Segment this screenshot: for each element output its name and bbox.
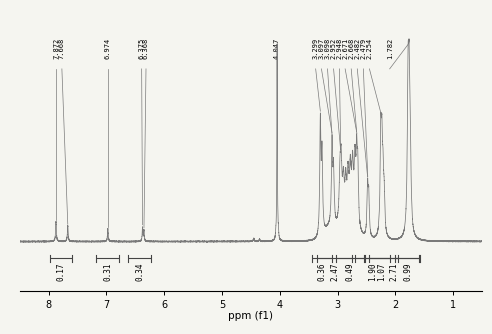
Text: 7.872: 7.872 [53, 38, 59, 59]
Text: 0.17: 0.17 [56, 263, 65, 281]
Text: 6.375: 6.375 [139, 38, 145, 59]
Text: 0.36: 0.36 [317, 263, 326, 281]
Text: 2.71: 2.71 [390, 263, 399, 281]
Text: 2.254: 2.254 [367, 38, 372, 59]
Text: 6.974: 6.974 [105, 38, 111, 59]
Text: 4.047: 4.047 [274, 38, 280, 59]
Text: 2.479: 2.479 [360, 38, 367, 59]
Text: 0.99: 0.99 [403, 263, 412, 281]
X-axis label: ppm (f1): ppm (f1) [228, 311, 274, 321]
Text: 2.47: 2.47 [330, 263, 339, 281]
Text: 1.07: 1.07 [377, 263, 386, 281]
Text: 0.34: 0.34 [135, 263, 145, 281]
Text: 1.782: 1.782 [387, 38, 393, 59]
Text: 1.90: 1.90 [368, 263, 377, 281]
Text: 7.668: 7.668 [59, 38, 65, 59]
Text: 2.482: 2.482 [354, 38, 360, 59]
Text: 3.097: 3.097 [318, 38, 324, 59]
Text: 3.299: 3.299 [313, 38, 319, 59]
Text: 0.49: 0.49 [345, 263, 355, 281]
Text: 3.098: 3.098 [325, 38, 331, 59]
Text: 0.31: 0.31 [103, 263, 112, 281]
Text: 2.948: 2.948 [337, 38, 342, 59]
Text: 2.671: 2.671 [342, 38, 348, 59]
Text: 2.668: 2.668 [348, 38, 354, 59]
Text: 6.368: 6.368 [143, 38, 149, 59]
Text: 2.952: 2.952 [331, 38, 337, 59]
